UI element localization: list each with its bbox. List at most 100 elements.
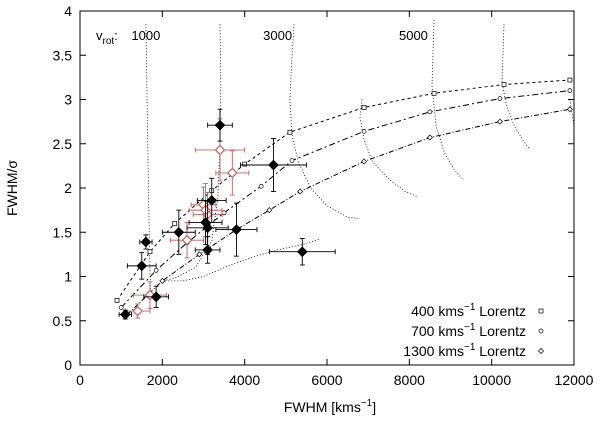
vrot-track (289, 24, 360, 220)
legend-marker-square (538, 308, 544, 314)
black-point-marker (200, 217, 211, 228)
black-point-marker (136, 260, 148, 272)
model-marker-square (431, 90, 437, 96)
legend-marker-circle (538, 328, 544, 334)
vrot-track (162, 238, 319, 282)
x-axis-label-close: ] (372, 399, 376, 415)
red-point-marker (214, 144, 226, 156)
model-marker-square (147, 249, 153, 255)
legend-entry-pre: 1300 kms (403, 343, 464, 359)
y-tick-label: 3.5 (53, 47, 73, 63)
y-tick-label: 4 (64, 3, 72, 19)
x-axis-label-sup: −1 (361, 398, 373, 409)
vrot-track (162, 24, 222, 282)
model-marker-circle (289, 158, 295, 163)
model-marker-circle (118, 305, 124, 310)
vrot-prefix: vrot: (96, 28, 118, 47)
vrot-prefix-colon: : (114, 28, 118, 43)
red-point-marker (181, 234, 193, 246)
legend-entry-sup: −1 (464, 342, 476, 353)
vrot-labels: vrot: 1000 3000 5000 (96, 28, 428, 47)
vrot-track (569, 99, 575, 127)
red-point-marker (132, 305, 143, 317)
model-marker-circle (497, 96, 503, 101)
y-tick-label: 2.5 (53, 136, 73, 152)
black-point-marker (206, 195, 218, 206)
model-curve (126, 108, 570, 315)
vrot-label: 5000 (399, 28, 428, 43)
red-point-marker (226, 167, 238, 179)
vrot-prefix-sub: rot (103, 36, 115, 47)
x-tick-label: 6000 (311, 372, 342, 388)
black-point-marker (173, 226, 185, 238)
y-axis-label: FWHM/σ (4, 160, 20, 216)
y-tick-label: 0 (64, 357, 72, 373)
model-marker-diamond (196, 251, 203, 258)
model-marker-diamond (426, 134, 433, 141)
model-curve (116, 79, 570, 301)
legend-marker-diamond (538, 348, 544, 354)
model-marker-circle (427, 109, 433, 115)
legend-entry-pre: 700 kms (411, 323, 464, 339)
model-marker-circle (567, 88, 573, 94)
model-marker-circle (258, 183, 264, 189)
model-marker-square (114, 298, 120, 303)
x-tick-label: 4000 (229, 372, 260, 388)
model-marker-square (567, 77, 573, 83)
model-curve (120, 90, 570, 308)
black-point-marker (140, 236, 152, 248)
model-marker-diamond (297, 188, 304, 195)
black-point-marker (268, 159, 279, 171)
y-tick-label: 0.5 (53, 313, 73, 329)
model-marker-square (501, 82, 507, 87)
x-axis-label: FWHM [kms−1] (284, 398, 376, 415)
vrot-prefix-v: v (96, 28, 103, 43)
legend-entry-label: 700 kms−1 Lorentz (411, 322, 526, 339)
x-axis-label-text: FWHM [kms (284, 399, 361, 415)
legend-entry-post: Lorentz (475, 303, 526, 319)
model-marker-diamond (361, 158, 368, 165)
x-tick-label: 2000 (147, 372, 178, 388)
model-marker-circle (361, 129, 367, 134)
x-tick-label: 0 (76, 372, 84, 388)
vrot-track (145, 24, 152, 299)
legend-entry-sup: −1 (464, 322, 476, 333)
vrot-label: 1000 (131, 28, 160, 43)
model-marker-square (287, 129, 293, 135)
model-marker-circle (221, 210, 227, 216)
x-tick-label: 12000 (555, 372, 594, 388)
legend-entry-label: 400 kms−1 Lorentz (411, 302, 526, 319)
model-marker-diamond (496, 118, 503, 125)
legend-entry-post: Lorentz (475, 343, 526, 359)
black-point-marker (150, 291, 162, 303)
model-marker-square (172, 221, 178, 226)
x-tick-label: 8000 (394, 372, 425, 388)
y-tick-label: 1.5 (53, 224, 73, 240)
observed-black-points (118, 108, 336, 320)
observed-red-points (124, 118, 250, 319)
legend-entry-label: 1300 kms−1 Lorentz (403, 342, 526, 359)
model-marker-square (242, 161, 248, 167)
legend-entry-pre: 400 kms (411, 303, 464, 319)
model-marker-diamond (566, 106, 573, 113)
model-marker-diamond (159, 277, 166, 284)
legend-entry-sup: −1 (464, 302, 476, 313)
vrot-label: 3000 (263, 28, 292, 43)
model-marker-square (361, 105, 367, 110)
x-tick-label: 10000 (472, 372, 511, 388)
model-curves (114, 77, 573, 318)
black-point-marker (296, 246, 308, 258)
model-marker-diamond (266, 207, 273, 214)
model-marker-circle (153, 267, 159, 273)
black-point-marker (214, 119, 226, 131)
y-tick-label: 1 (64, 269, 72, 285)
legend-entry-post: Lorentz (475, 323, 526, 339)
y-tick-label: 2 (64, 180, 72, 196)
vrot-track (359, 99, 418, 198)
y-tick-label: 3 (64, 92, 72, 108)
black-point-marker (119, 309, 131, 320)
vrot-tracks (145, 19, 575, 299)
vrot-track (431, 19, 464, 180)
